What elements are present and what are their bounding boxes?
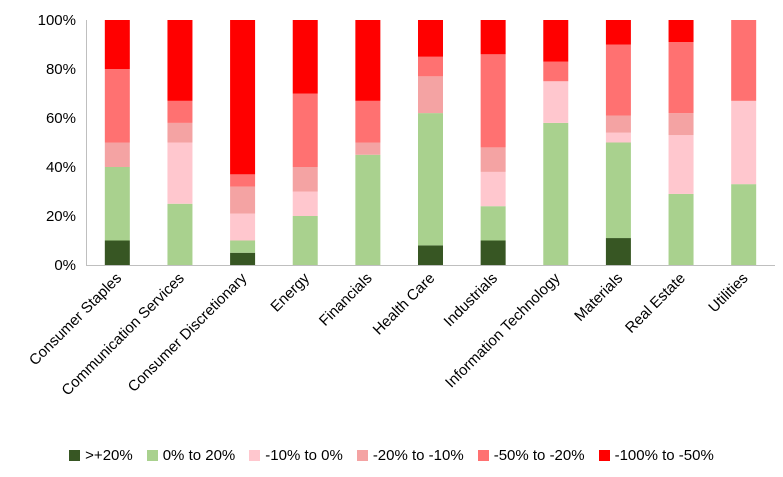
legend-item: -50% to -20% [477,446,585,464]
bar-segment-industrials-series-0 [480,240,506,265]
bar-segment-real-estate-series-2 [668,135,694,194]
x-tick-label-materials: Materials [571,270,626,325]
y-tick-label: 80% [46,61,76,78]
bar-segment-industrials-series-5 [480,20,506,55]
legend-swatch [356,449,368,461]
bars-layer [104,20,757,266]
bar-segment-consumer-discretionary-series-3 [230,186,256,214]
x-tick-label-communication-services: Communication Services [58,270,187,399]
bar-segment-real-estate-series-4 [668,42,694,114]
bar-segment-consumer-staples-series-3 [104,142,130,167]
bar-segment-financials-series-1 [355,154,381,265]
bar-segment-energy-series-5 [292,20,318,94]
legend-label: -100% to -50% [614,446,714,464]
bar-segment-materials-series-3 [605,115,631,133]
bar-segment-energy-series-1 [292,216,318,265]
bar-segment-energy-series-2 [292,191,318,216]
bar-segment-communication-services-series-3 [167,122,193,143]
bar-segment-materials-series-0 [605,238,631,265]
bar-segment-financials-series-4 [355,100,381,143]
x-tick-label-utilities: Utilities [705,270,751,316]
legend-item: 0% to 20% [146,446,236,464]
y-tick-label: 40% [46,159,76,176]
bar-segment-industrials-series-3 [480,147,506,172]
x-tick-label-real-estate: Real Estate [622,270,689,337]
x-tick-label-financials: Financials [316,270,376,330]
x-tick-label-energy: Energy [267,269,313,315]
bar-segment-consumer-staples-series-0 [104,240,130,265]
bar-segment-consumer-staples-series-5 [104,20,130,69]
legend-swatch [69,449,81,461]
bar-segment-consumer-staples-series-4 [104,69,130,143]
y-tick-label: 20% [46,208,76,225]
legend-item: -10% to 0% [249,447,343,464]
y-tick-label: 60% [46,110,76,127]
bar-segment-consumer-staples-series-1 [104,167,130,241]
legend-item: >+20% [69,447,133,464]
y-tick-labels: 0% 20% 40% 60% 80% 100% [38,12,76,274]
bar-segment-real-estate-series-1 [668,193,694,265]
bar-segment-information-technology-series-4 [543,61,569,82]
bar-segment-real-estate-series-3 [668,113,694,136]
y-tick-label: 100% [38,12,76,29]
bar-segment-health-care-series-5 [418,20,443,57]
bar-segment-communication-services-series-4 [167,100,193,123]
bar-segment-consumer-discretionary-series-1 [230,240,256,253]
bar-segment-health-care-series-0 [418,245,443,265]
legend: >+20% 0% to 20% -10% to 0% -20% to -10% -50%… [0,440,783,470]
bar-segment-materials-series-1 [605,142,631,239]
y-tick-label: 0% [54,257,76,274]
bar-segment-industrials-series-4 [480,54,506,148]
bar-segment-industrials-series-2 [480,171,506,207]
bar-segment-information-technology-series-2 [543,81,569,123]
legend-swatch [146,449,158,461]
bar-segment-financials-series-3 [355,142,381,155]
legend-swatch [477,449,489,461]
legend-label: 0% to 20% [162,446,236,464]
bar-segment-information-technology-series-1 [543,122,569,266]
bar-segment-energy-series-4 [292,93,318,167]
x-tick-label-industrials: Industrials [441,270,501,330]
bar-segment-health-care-series-3 [418,76,443,114]
bar-segment-industrials-series-1 [480,206,506,241]
legend-label: -50% to -20% [493,446,585,464]
legend-swatch [249,449,261,461]
chart-canvas: 0% 20% 40% 60% 80% 100% Consumer StaplesCommu… [26,12,775,399]
bar-segment-consumer-discretionary-series-2 [230,213,256,241]
legend-label: -10% to 0% [265,446,343,464]
bar-segment-consumer-discretionary-series-4 [230,174,256,187]
x-tick-label-information-technology: Information Technology [442,269,564,391]
legend-swatch [598,449,610,461]
bar-segment-real-estate-series-5 [668,20,694,43]
bar-segment-materials-series-4 [605,44,631,116]
bar-segment-consumer-discretionary-series-0 [230,252,256,265]
axis-layer [86,20,775,266]
legend-label: >+20% [85,446,133,464]
legend-item: -20% to -10% [356,446,464,464]
bar-segment-financials-series-5 [355,20,381,101]
bar-segment-health-care-series-1 [418,113,443,246]
bar-segment-materials-series-2 [605,132,631,143]
legend-item: -100% to -50% [598,446,714,464]
bar-segment-consumer-discretionary-series-5 [230,20,256,175]
x-tick-label-health-care: Health Care [370,270,439,339]
bar-segment-communication-services-series-5 [167,20,193,101]
bar-segment-materials-series-5 [605,20,631,45]
bar-segment-information-technology-series-5 [543,20,569,62]
legend-label: -20% to -10% [372,446,464,464]
bar-segment-communication-services-series-1 [167,203,193,265]
bar-segment-utilities-series-4 [731,20,757,101]
bar-segment-energy-series-3 [292,167,318,192]
bar-segment-utilities-series-2 [731,100,757,185]
x-tick-label-consumer-discretionary: Consumer Discretionary [125,269,251,395]
bar-segment-communication-services-series-2 [167,142,193,204]
bar-segment-health-care-series-4 [418,56,443,77]
bar-segment-utilities-series-1 [731,184,757,265]
